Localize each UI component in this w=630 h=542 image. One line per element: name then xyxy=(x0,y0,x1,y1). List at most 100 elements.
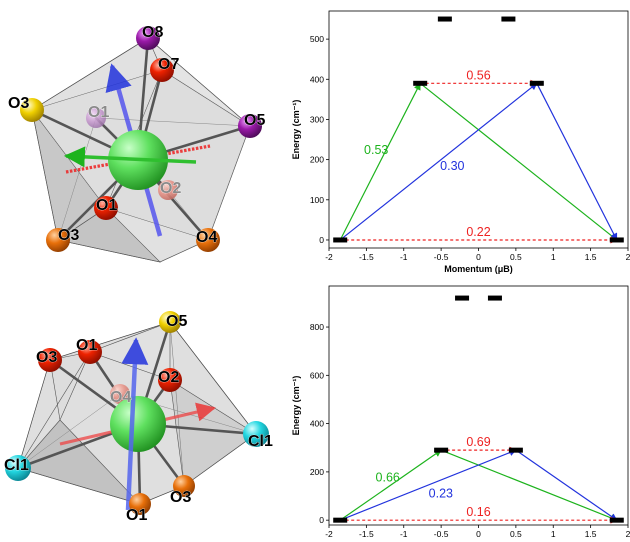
energy-level-marker xyxy=(501,16,516,22)
atom-o2 xyxy=(158,368,182,392)
transition-probability-label: 0.53 xyxy=(364,143,388,157)
transition-probability-label: 0.16 xyxy=(466,505,490,519)
atom-o4 xyxy=(196,228,220,252)
energy-level-marker xyxy=(609,237,624,243)
x-tick-label: 1 xyxy=(551,529,556,539)
x-tick-label: 0 xyxy=(476,252,481,262)
transition-arrow-green xyxy=(339,82,421,241)
energy-level-marker xyxy=(609,517,624,523)
transition-probability-label: 0.56 xyxy=(466,68,490,82)
energy-level-marker xyxy=(487,295,502,301)
x-tick-label: -1.5 xyxy=(359,252,374,262)
energy-level-marker xyxy=(508,447,523,453)
label-o3: O3 xyxy=(36,349,57,366)
x-tick-label: 0.5 xyxy=(510,252,522,262)
molecule-bottom: O5 O1 O3 O2 O4 Cl1 Cl1 O3 O1 xyxy=(4,311,273,524)
label-o3-lower: O3 xyxy=(170,489,191,506)
y-tick-label: 800 xyxy=(310,322,324,332)
y-tick-label: 400 xyxy=(310,419,324,429)
atom-o3-lower xyxy=(173,475,195,497)
x-tick-label: 0 xyxy=(476,529,481,539)
label-o3-lower: O3 xyxy=(58,227,79,244)
label-cl1-left: Cl1 xyxy=(4,457,29,474)
x-tick-label: 1.5 xyxy=(585,252,597,262)
atom-cl1-left xyxy=(5,455,31,481)
atom-o5 xyxy=(159,311,181,333)
y-tick-label: 0 xyxy=(319,515,324,525)
label-o2: O2 xyxy=(160,180,181,197)
transition-arrow-blue xyxy=(339,449,517,521)
transition-probability-label: 0.66 xyxy=(376,471,400,485)
transition-arrow-blue xyxy=(515,449,618,521)
energy-level-marker xyxy=(529,80,544,86)
label-o4: O4 xyxy=(110,389,131,406)
x-tick-label: -0.5 xyxy=(434,529,449,539)
atom-o5 xyxy=(238,114,262,138)
molecule-top: O8 O7 O3 O1 O5 O2 O1 O3 O4 xyxy=(8,24,266,263)
label-o7: O7 xyxy=(158,56,179,73)
label-o1: O1 xyxy=(76,337,97,354)
energy-level-marker xyxy=(413,80,428,86)
dysprosium-ion xyxy=(110,396,166,452)
x-tick-label: -1 xyxy=(400,252,408,262)
energy-level-marker xyxy=(455,295,470,301)
x-tick-label: -0.5 xyxy=(434,252,449,262)
y-tick-label: 500 xyxy=(310,34,324,44)
label-o1-ghost: O1 xyxy=(88,104,109,121)
x-tick-label: 0.5 xyxy=(510,529,522,539)
y-tick-label: 100 xyxy=(310,195,324,205)
energy-level-marker xyxy=(437,16,452,22)
x-tick-label: 1 xyxy=(551,252,556,262)
y-tick-label: 200 xyxy=(310,155,324,165)
atom-o7 xyxy=(150,58,174,82)
atom-cl1-right xyxy=(243,421,269,447)
magnetic-axis-blue xyxy=(121,337,149,511)
y-axis-title: Energy (cm⁻¹) xyxy=(291,100,301,160)
y-tick-label: 200 xyxy=(310,467,324,477)
transition-probability-label: 0.23 xyxy=(429,487,453,501)
y-tick-label: 300 xyxy=(310,114,324,124)
energy-level-marker xyxy=(333,517,348,523)
label-o5: O5 xyxy=(244,112,265,129)
atom-o1 xyxy=(94,196,118,220)
y-tick-label: 600 xyxy=(310,370,324,380)
x-tick-label: 2 xyxy=(626,252,630,262)
label-o8: O8 xyxy=(142,24,163,41)
atom-o4 xyxy=(110,384,130,404)
plot-frame xyxy=(328,285,629,526)
x-tick-label: 2 xyxy=(626,529,630,539)
y-axis-title: Energy (cm⁻¹) xyxy=(291,376,301,436)
x-tick-label: -1.5 xyxy=(359,529,374,539)
transition-arrow-green xyxy=(339,449,442,521)
energy-diagram-top: -2 -1.5 -1 -0.5 0 0.5 1 1.5 2 0 100 200 300 400 500 Ene… xyxy=(291,10,630,274)
energy-diagram-bottom: -2 -1.5 -1 -0.5 0 0.5 1 1.5 2 0 200 400 600 800 Energy… xyxy=(291,285,630,539)
x-tick-label: -1 xyxy=(400,529,408,539)
transition-probability-label: 0.22 xyxy=(466,225,490,239)
energy-level-marker xyxy=(333,237,348,243)
x-tick-label: 1.5 xyxy=(585,529,597,539)
label-o3: O3 xyxy=(8,95,29,112)
atom-o6 xyxy=(46,228,70,252)
atom-o1 xyxy=(78,340,102,364)
label-o1-lower: O1 xyxy=(126,507,147,524)
label-cl1-right: Cl1 xyxy=(248,433,273,450)
y-tick-label: 400 xyxy=(310,74,324,84)
transition-arrow-green xyxy=(440,449,618,522)
atom-o3 xyxy=(38,348,62,372)
atom-o1-lower xyxy=(129,493,151,515)
x-tick-label: -2 xyxy=(325,529,333,539)
y-tick-label: 0 xyxy=(319,235,324,245)
label-o5: O5 xyxy=(166,313,187,330)
label-o4: O4 xyxy=(196,229,217,246)
transition-arrow-green xyxy=(419,82,618,241)
atom-o2 xyxy=(158,180,178,200)
transition-probability-label: 0.30 xyxy=(440,159,464,173)
transition-arrow-blue xyxy=(536,83,618,241)
transition-arrow-blue xyxy=(339,82,538,241)
x-tick-label: -2 xyxy=(325,252,333,262)
energy-level-marker xyxy=(434,447,449,453)
atom-o8 xyxy=(136,26,160,50)
label-o2: O2 xyxy=(158,369,179,386)
x-axis-title: Momentum (μB) xyxy=(444,264,513,274)
